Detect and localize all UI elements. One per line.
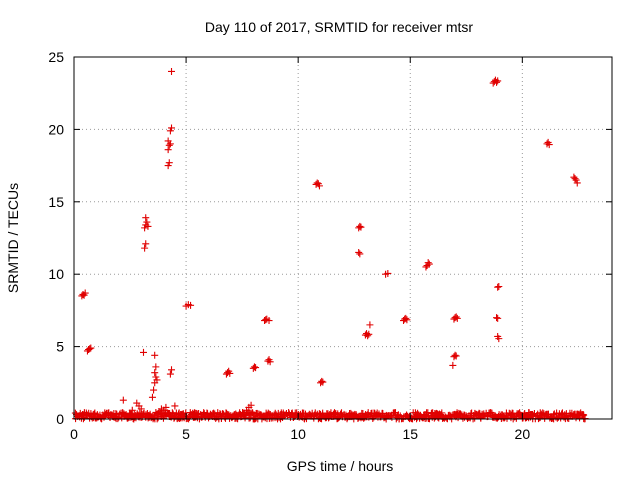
data-point	[226, 369, 234, 377]
data-point	[384, 269, 392, 277]
data-point	[494, 77, 502, 85]
data-point	[252, 414, 260, 422]
data-point	[119, 396, 127, 404]
data-point	[315, 182, 323, 190]
data-point	[453, 314, 461, 322]
x-tick-label: 15	[402, 426, 418, 442]
data-point	[252, 364, 260, 372]
data-point	[357, 223, 365, 231]
data-point	[142, 214, 150, 222]
data-point	[164, 162, 172, 170]
chart-title: Day 110 of 2017, SRMTID for receiver mts…	[205, 19, 473, 35]
data-point	[165, 141, 173, 149]
data-point	[403, 316, 411, 324]
data-point	[151, 351, 159, 359]
data-point	[452, 352, 460, 360]
data-point	[266, 358, 274, 366]
x-axis-label: GPS time / hours	[287, 458, 394, 474]
data-point	[187, 301, 195, 309]
data-point	[137, 405, 145, 413]
data-point	[153, 376, 161, 384]
data-point	[128, 406, 136, 414]
data-points	[71, 67, 589, 423]
data-point	[364, 332, 372, 340]
data-point	[144, 222, 152, 230]
data-point	[168, 67, 176, 75]
data-point	[571, 175, 579, 183]
data-point	[356, 250, 364, 258]
data-point	[369, 414, 377, 422]
data-point	[168, 124, 176, 132]
data-point	[141, 244, 149, 252]
data-point	[142, 240, 150, 248]
y-axis-label: SRMTID / TECUs	[5, 183, 21, 293]
data-point	[494, 314, 502, 322]
data-point	[265, 317, 273, 325]
data-point	[493, 314, 501, 322]
data-point	[495, 335, 503, 343]
data-point	[141, 224, 149, 232]
data-point	[452, 313, 460, 321]
data-point	[572, 176, 580, 184]
x-tick-label: 20	[515, 426, 531, 442]
data-point	[151, 369, 159, 377]
x-tick-label: 0	[70, 426, 78, 442]
data-point	[139, 348, 147, 356]
data-point	[165, 159, 173, 167]
data-point	[356, 222, 364, 230]
grid	[74, 57, 612, 419]
data-point	[573, 179, 581, 187]
data-point	[152, 373, 160, 381]
y-tick-label: 0	[56, 411, 64, 427]
data-point	[325, 414, 333, 422]
data-point	[365, 330, 373, 338]
data-point	[148, 393, 156, 401]
data-point	[422, 263, 430, 271]
data-point	[454, 414, 462, 422]
data-point	[424, 259, 432, 267]
data-point	[318, 377, 326, 385]
data-point	[250, 363, 258, 371]
data-point	[366, 321, 374, 329]
x-tick-label: 10	[290, 426, 306, 442]
data-point	[164, 146, 172, 154]
data-point	[81, 289, 89, 297]
data-point	[247, 401, 255, 409]
data-point	[379, 410, 387, 418]
data-point	[545, 141, 553, 149]
data-point	[150, 386, 158, 394]
data-point	[171, 402, 179, 410]
y-tick-label: 10	[48, 266, 64, 282]
data-point	[319, 378, 327, 386]
data-point	[330, 411, 338, 419]
data-point	[162, 403, 170, 411]
plot-frame	[73, 56, 613, 420]
y-tick-label: 15	[48, 194, 64, 210]
data-point	[402, 314, 410, 322]
data-point	[262, 316, 270, 324]
data-point	[451, 351, 459, 359]
data-point	[166, 370, 174, 378]
data-point	[87, 344, 95, 352]
y-tick-label: 5	[56, 339, 64, 355]
x-tick-label: 5	[182, 426, 190, 442]
data-point	[493, 78, 501, 86]
data-point	[539, 409, 547, 417]
y-tick-label: 20	[48, 121, 64, 137]
data-point	[143, 218, 151, 226]
data-point	[86, 345, 94, 353]
data-point	[355, 248, 363, 256]
data-point	[449, 361, 457, 369]
data-point	[425, 260, 433, 268]
data-point	[495, 283, 503, 291]
data-point	[166, 140, 174, 148]
y-tick-label: 25	[48, 49, 64, 65]
axis-ticks: 0 5 10 15 20 0 5 10 15 20 25	[48, 49, 612, 442]
data-point	[168, 366, 176, 374]
data-point	[166, 127, 174, 135]
data-point	[494, 283, 502, 291]
data-point	[152, 363, 160, 371]
